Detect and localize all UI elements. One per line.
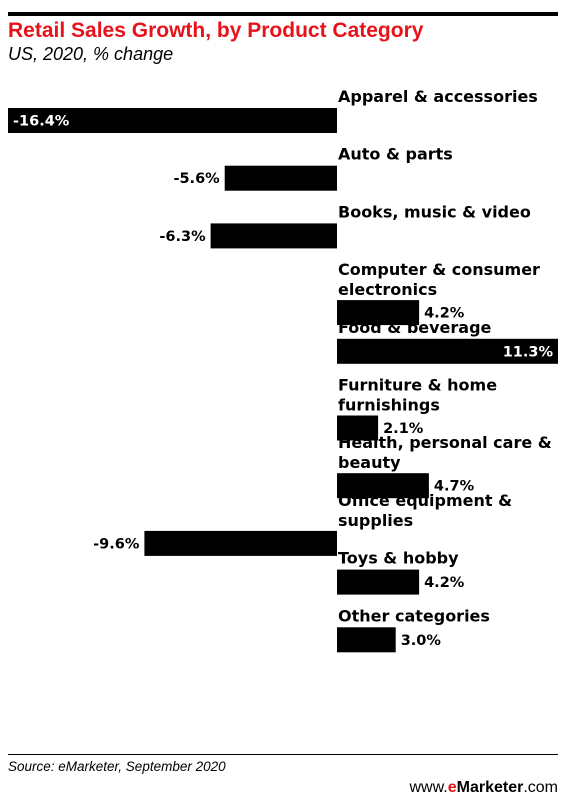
brand-e: e: [447, 779, 457, 796]
category-label: Computer & consumer: [338, 260, 540, 279]
source-note: Source: eMarketer, September 2020: [8, 759, 226, 774]
category-label: Apparel & accessories: [338, 87, 538, 106]
data-label: -16.4%: [13, 114, 70, 130]
category-label: electronics: [338, 280, 437, 299]
bar: [337, 415, 379, 441]
category-label: supplies: [338, 511, 413, 530]
bar: [337, 473, 429, 499]
category-label: furnishings: [338, 396, 440, 415]
category-label: Health, personal care &: [338, 433, 552, 452]
brand-prefix: www.: [409, 779, 448, 796]
data-label: 3.0%: [401, 633, 442, 649]
bar: [8, 108, 337, 133]
data-label: 4.2%: [424, 306, 465, 322]
bar: [210, 223, 337, 249]
category-label: Other categories: [338, 606, 490, 625]
data-label: 11.3%: [503, 344, 554, 360]
chart-subtitle: US, 2020, % change: [8, 44, 174, 64]
bar: [337, 569, 420, 595]
data-label: 2.1%: [383, 421, 424, 437]
category-label: Furniture & home: [338, 376, 497, 395]
data-label: 4.7%: [434, 479, 475, 495]
brand-name-rest: Marketer: [456, 779, 524, 796]
category-label: Food & beverage: [338, 318, 492, 337]
brand-suffix: .com: [523, 779, 558, 796]
top-rule: [8, 12, 558, 16]
category-label: beauty: [338, 453, 401, 472]
data-label: -5.6%: [173, 171, 220, 187]
category-label: Office equipment &: [338, 491, 512, 510]
bar: [224, 165, 337, 191]
category-label: Books, music & video: [338, 202, 531, 221]
bar: [337, 338, 558, 364]
data-label: -6.3%: [159, 229, 206, 245]
category-label: Toys & hobby: [338, 549, 459, 568]
category-label: Auto & parts: [338, 145, 453, 164]
chart-title: Retail Sales Growth, by Product Category: [8, 19, 424, 42]
data-label: -9.6%: [93, 536, 140, 552]
data-label: 4.2%: [424, 575, 465, 591]
bar: [337, 627, 396, 653]
bottom-rule: [8, 754, 558, 755]
bar: [144, 530, 337, 556]
brand-logo[interactable]: www.eMarketer.com: [409, 778, 558, 798]
bar: [337, 300, 420, 326]
